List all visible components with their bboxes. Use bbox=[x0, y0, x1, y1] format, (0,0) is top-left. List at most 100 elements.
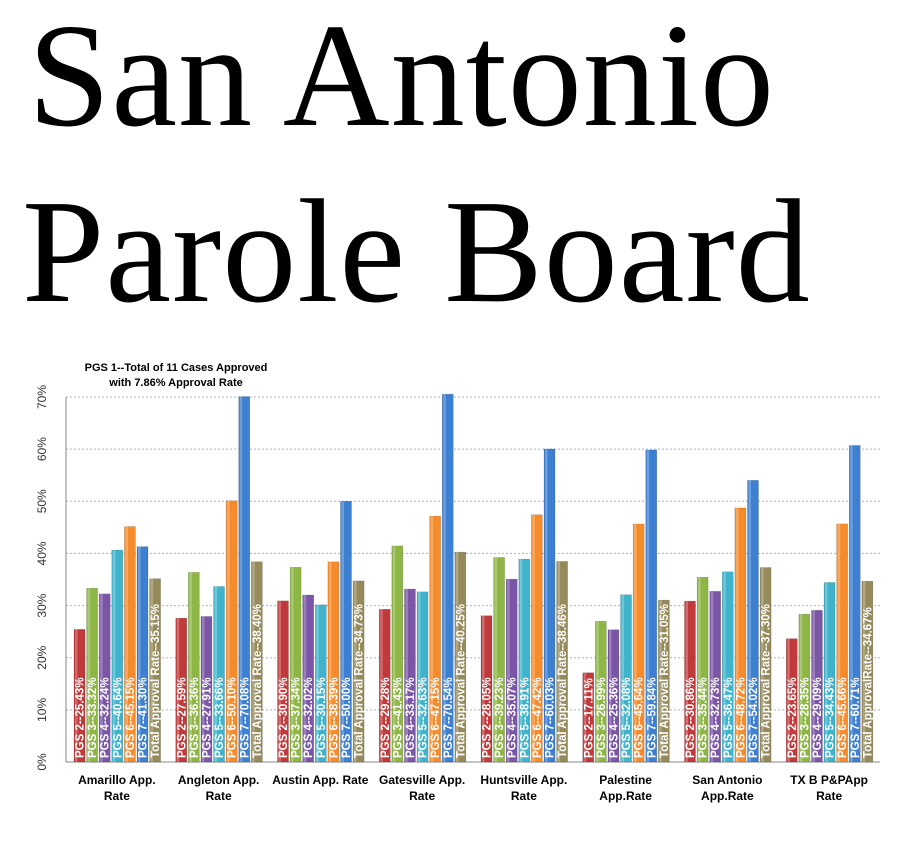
bar-data-label: PGS 2--23.65% bbox=[787, 677, 799, 758]
bar-highlight bbox=[201, 616, 205, 762]
category-label: Amarillo App. bbox=[78, 773, 156, 787]
bar bbox=[149, 578, 161, 763]
bar bbox=[518, 558, 531, 763]
bar-highlight bbox=[519, 559, 523, 762]
bar bbox=[73, 629, 86, 763]
bar-data-label: PGS 5--32.08% bbox=[621, 677, 633, 758]
bar-highlight bbox=[825, 582, 828, 762]
bar-data-label: PGS 7--70.54% bbox=[443, 677, 455, 758]
bar-data-label: PGS 6--47.42% bbox=[532, 677, 544, 758]
bar-data-label: PGS 2--30.90% bbox=[278, 677, 290, 758]
bar bbox=[798, 613, 811, 763]
bar-highlight bbox=[735, 507, 739, 762]
bar-data-label: PGS 4--33.17% bbox=[405, 677, 417, 758]
bar bbox=[556, 561, 568, 763]
bar-highlight bbox=[252, 561, 255, 762]
bar bbox=[200, 616, 213, 763]
bar bbox=[404, 588, 416, 763]
bar bbox=[379, 609, 391, 763]
bar-highlight bbox=[176, 618, 180, 762]
bar-data-label: PGS 7--41.30% bbox=[138, 677, 150, 758]
category-label: Angleton App. bbox=[178, 773, 260, 787]
bar bbox=[86, 588, 98, 763]
bar bbox=[531, 514, 543, 763]
bar-highlight bbox=[328, 561, 332, 762]
bar-data-label: PGS 2--17.11% bbox=[583, 678, 595, 758]
bar-highlight bbox=[239, 396, 243, 762]
bar-highlight bbox=[596, 621, 599, 762]
bar-highlight bbox=[112, 550, 116, 762]
bar-highlight bbox=[608, 629, 612, 762]
bar-data-label: PGS 6--38.39% bbox=[328, 677, 340, 758]
bar bbox=[251, 561, 263, 763]
bar-data-label: PGS 6--48.72% bbox=[735, 677, 747, 758]
bar-highlight bbox=[100, 593, 103, 762]
bar bbox=[849, 445, 861, 763]
category-label: Palestine bbox=[599, 773, 652, 787]
bar-data-label: PGS 3--39.23% bbox=[494, 677, 506, 758]
bar-data-label: PGS 3--33.32% bbox=[87, 677, 99, 758]
y-tick-label: 40% bbox=[35, 541, 49, 565]
bar-data-label: PGS 5--33.66% bbox=[214, 677, 226, 758]
bar bbox=[315, 604, 327, 763]
bar bbox=[352, 580, 365, 763]
category-label: Rate bbox=[511, 789, 537, 803]
bar-highlight bbox=[710, 591, 714, 762]
bar-data-label: PGS 2--25.43% bbox=[75, 677, 87, 758]
headline-line-2: Parole Board bbox=[22, 170, 811, 334]
bar-data-label: PGS 7--60.71% bbox=[850, 677, 862, 758]
bar bbox=[823, 582, 836, 763]
bar bbox=[836, 523, 848, 763]
chart-annotation-line-2: with 7.86% Approval Rate bbox=[108, 377, 242, 389]
bar-highlight bbox=[748, 480, 751, 762]
bar-highlight bbox=[430, 516, 434, 762]
bar-data-label: Total Approval Rate--40.25% bbox=[455, 604, 467, 758]
bar-highlight bbox=[341, 501, 344, 762]
bar-data-label: PGS 6--45.66% bbox=[837, 677, 849, 758]
bar-highlight bbox=[545, 448, 548, 762]
bar-data-label: PGS 5--36.47% bbox=[723, 677, 735, 758]
category-label: App.Rate bbox=[701, 789, 754, 803]
bar-data-label: PGS 2--27.59% bbox=[176, 677, 188, 758]
bar-data-label: Total Approval Rate--38.46% bbox=[557, 604, 569, 758]
bar-highlight bbox=[443, 394, 446, 762]
bar-highlight bbox=[812, 610, 815, 762]
y-tick-label: 20% bbox=[35, 645, 49, 669]
bar-highlight bbox=[634, 524, 637, 762]
bar bbox=[582, 672, 594, 763]
bar-data-label: PGS 5--30.15% bbox=[316, 677, 328, 758]
bar-data-label: PGS 6--47.15% bbox=[430, 677, 442, 758]
bar bbox=[225, 500, 238, 763]
bar bbox=[175, 617, 187, 763]
bar-highlight bbox=[787, 638, 790, 762]
bar bbox=[747, 480, 759, 763]
bar-highlight bbox=[303, 595, 307, 762]
y-tick-label: 70% bbox=[35, 385, 49, 409]
bar-highlight bbox=[214, 586, 218, 762]
category-label: Rate bbox=[104, 789, 130, 803]
bar-data-label: PGS 2--28.05% bbox=[482, 677, 494, 758]
bar-highlight bbox=[227, 500, 230, 762]
y-tick-label: 30% bbox=[35, 593, 49, 617]
y-axis: 0% 10% 20% 30% 40% 50% 60% 70% bbox=[35, 385, 67, 771]
bar bbox=[327, 561, 340, 763]
bar bbox=[811, 610, 823, 763]
bar bbox=[658, 599, 670, 763]
category-label: App.Rate bbox=[599, 789, 652, 803]
category-label: Austin App. Rate bbox=[272, 773, 369, 787]
bar-data-label: PGS 4--32.02% bbox=[303, 677, 315, 758]
bar-data-label: PGS 7--70.08% bbox=[239, 677, 251, 758]
bar-highlight bbox=[698, 577, 701, 762]
bar-data-label: PGS 5--32.63% bbox=[418, 677, 430, 758]
bar bbox=[442, 393, 454, 763]
bar-highlight bbox=[532, 514, 535, 762]
bar-highlight bbox=[354, 580, 357, 762]
bar bbox=[759, 567, 772, 763]
bar-data-label: PGS 4--27.91% bbox=[201, 677, 213, 758]
bar bbox=[786, 638, 798, 763]
bar bbox=[595, 621, 607, 763]
bar bbox=[429, 515, 441, 763]
bar bbox=[289, 567, 302, 763]
bar-data-label: PGS 3--28.35% bbox=[799, 677, 811, 758]
bar-data-label: PGS 6--50.10% bbox=[227, 677, 239, 758]
